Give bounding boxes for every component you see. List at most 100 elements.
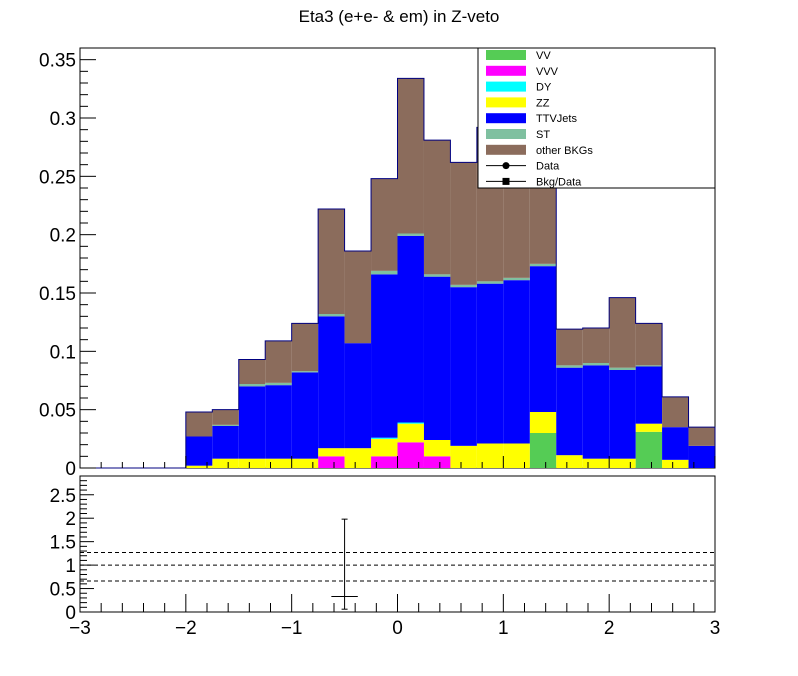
legend-data-marker	[502, 162, 510, 170]
stack-bar-st	[450, 284, 477, 288]
stack-bar-zz	[476, 443, 504, 468]
stack-bar-zz	[423, 440, 451, 457]
x-tick-label: −3	[69, 618, 91, 639]
stack-bar-other-bkgs	[397, 78, 424, 234]
stack-bar-dy	[371, 437, 398, 439]
stack-bar-zz	[397, 423, 424, 443]
stack-bar-ttvjets	[344, 343, 372, 449]
stack-bar-zz	[556, 455, 583, 468]
stack-bar-st	[609, 367, 636, 370]
stack-bar-ttvjets	[582, 365, 610, 459]
stack-bar-ttvjets	[423, 276, 451, 440]
stack-bar-st	[212, 424, 239, 426]
stack-bar-other-bkgs	[212, 409, 239, 425]
stack-bar-zz	[503, 443, 530, 468]
stack-bar-vv	[529, 433, 557, 468]
legend-label: DY	[536, 82, 552, 94]
top-y-tick-label: 0	[65, 459, 76, 480]
legend-swatch-vvv	[486, 65, 526, 76]
stack-bar-other-bkgs	[688, 427, 715, 446]
stack-bar-zz	[344, 448, 372, 468]
stack-bar-ttvjets	[397, 235, 424, 423]
legend-swatch-other-bkgs	[486, 144, 526, 155]
stack-bar-zz	[212, 458, 239, 468]
stack-bar-st	[476, 281, 504, 284]
legend-label: ST	[536, 129, 550, 141]
stack-bar-ttvjets	[450, 287, 477, 446]
stack-bar-other-bkgs	[423, 140, 451, 275]
top-panel: 0 0.05 0.1 0.15 0.2 0.25 0.3 0.35	[39, 47, 716, 480]
stack-bar-ttvjets	[185, 436, 213, 466]
stack-bar-vvv	[371, 456, 398, 468]
x-tick-label: 0	[392, 618, 403, 639]
legend-label: TTVJets	[536, 113, 577, 125]
stack-bar-zz	[238, 458, 266, 468]
stack-bar-vvv	[397, 442, 424, 468]
stack-bar-ttvjets	[556, 367, 583, 456]
top-y-tick-label: 0.1	[50, 342, 76, 363]
stack-bar-zz	[371, 438, 398, 457]
stack-bar-other-bkgs	[556, 329, 583, 366]
stack-outline	[80, 77, 716, 469]
stack-bar-st	[318, 314, 345, 317]
stack-bar-vvv	[423, 456, 451, 468]
top-y-tick-label: 0.35	[39, 51, 76, 72]
stack-bar-other-bkgs	[582, 328, 610, 363]
stack-bar-ttvjets	[238, 386, 266, 459]
stack-bar-other-bkgs	[318, 209, 345, 314]
top-y-tick-label: 0.25	[39, 167, 76, 188]
stack-bar-other-bkgs	[371, 178, 398, 271]
stack-bar-other-bkgs	[662, 396, 689, 428]
stack-bar-zz	[635, 423, 663, 432]
x-tick-label: 3	[710, 618, 721, 639]
ratio-y-tick-label: 0.5	[50, 580, 76, 601]
stack-bar-ttvjets	[503, 280, 530, 444]
stack-bar-ttvjets	[318, 316, 345, 449]
stack-bar-zz	[609, 458, 636, 468]
stack-bar-other-bkgs	[265, 340, 292, 383]
stack-bar-vvv	[318, 456, 345, 468]
x-tick-label: 2	[604, 618, 615, 639]
ratio-y-tick-label: 2.5	[50, 486, 76, 507]
stack-bar-other-bkgs	[609, 297, 636, 368]
stack-bar-other-bkgs	[238, 359, 266, 384]
stack-bar-other-bkgs	[450, 162, 477, 285]
ratio-reference-lines	[80, 551, 715, 582]
stack-bar-st	[529, 263, 557, 267]
legend-label: VVV	[536, 66, 559, 78]
stack-bar-zz	[318, 448, 345, 457]
top-y-tick-label: 0.2	[50, 226, 76, 247]
top-y-axis: 0 0.05 0.1 0.15 0.2 0.25 0.3 0.35	[39, 51, 96, 480]
stack-bar-st	[265, 382, 292, 386]
stacked-histogram	[80, 77, 716, 469]
stack-bar-st	[423, 274, 451, 277]
stack-bar-ttvjets	[212, 426, 239, 459]
stack-bar-other-bkgs	[291, 323, 319, 372]
legend-swatch-zz	[486, 97, 526, 108]
stack-bar-ttvjets	[688, 445, 715, 468]
stack-bar-ttvjets	[476, 283, 504, 444]
stack-bar-zz	[185, 465, 213, 468]
legend-label: VV	[536, 50, 551, 62]
legend-swatch-ttvjets	[486, 113, 526, 124]
chart-title: Eta3 (e+e- & em) in Z-veto	[299, 7, 500, 26]
stack-bar-ttvjets	[291, 372, 319, 459]
ratio-panel: 00.511.522.5 −3 −2 −1 0 1 2 3	[50, 475, 720, 639]
legend-label: ZZ	[536, 97, 550, 109]
stack-bar-zz	[529, 412, 557, 433]
legend-ratio-marker	[502, 177, 510, 185]
ratio-y-tick-label: 1	[65, 556, 76, 577]
ratio-y-tick-label: 2	[65, 509, 76, 530]
stack-bar-ttvjets	[609, 370, 636, 459]
stack-bar-st	[291, 371, 319, 373]
stack-bar-st	[582, 363, 610, 366]
stack-bar-zz	[265, 458, 292, 468]
stack-bar-other-bkgs	[635, 323, 663, 366]
legend-label: Data	[536, 161, 560, 173]
ratio-plot-frame	[79, 475, 716, 613]
x-axis: −3 −2 −1 0 1 2 3	[69, 594, 720, 639]
top-x-ticks	[79, 456, 716, 468]
ratio-y-tick-label: 0	[65, 603, 76, 624]
